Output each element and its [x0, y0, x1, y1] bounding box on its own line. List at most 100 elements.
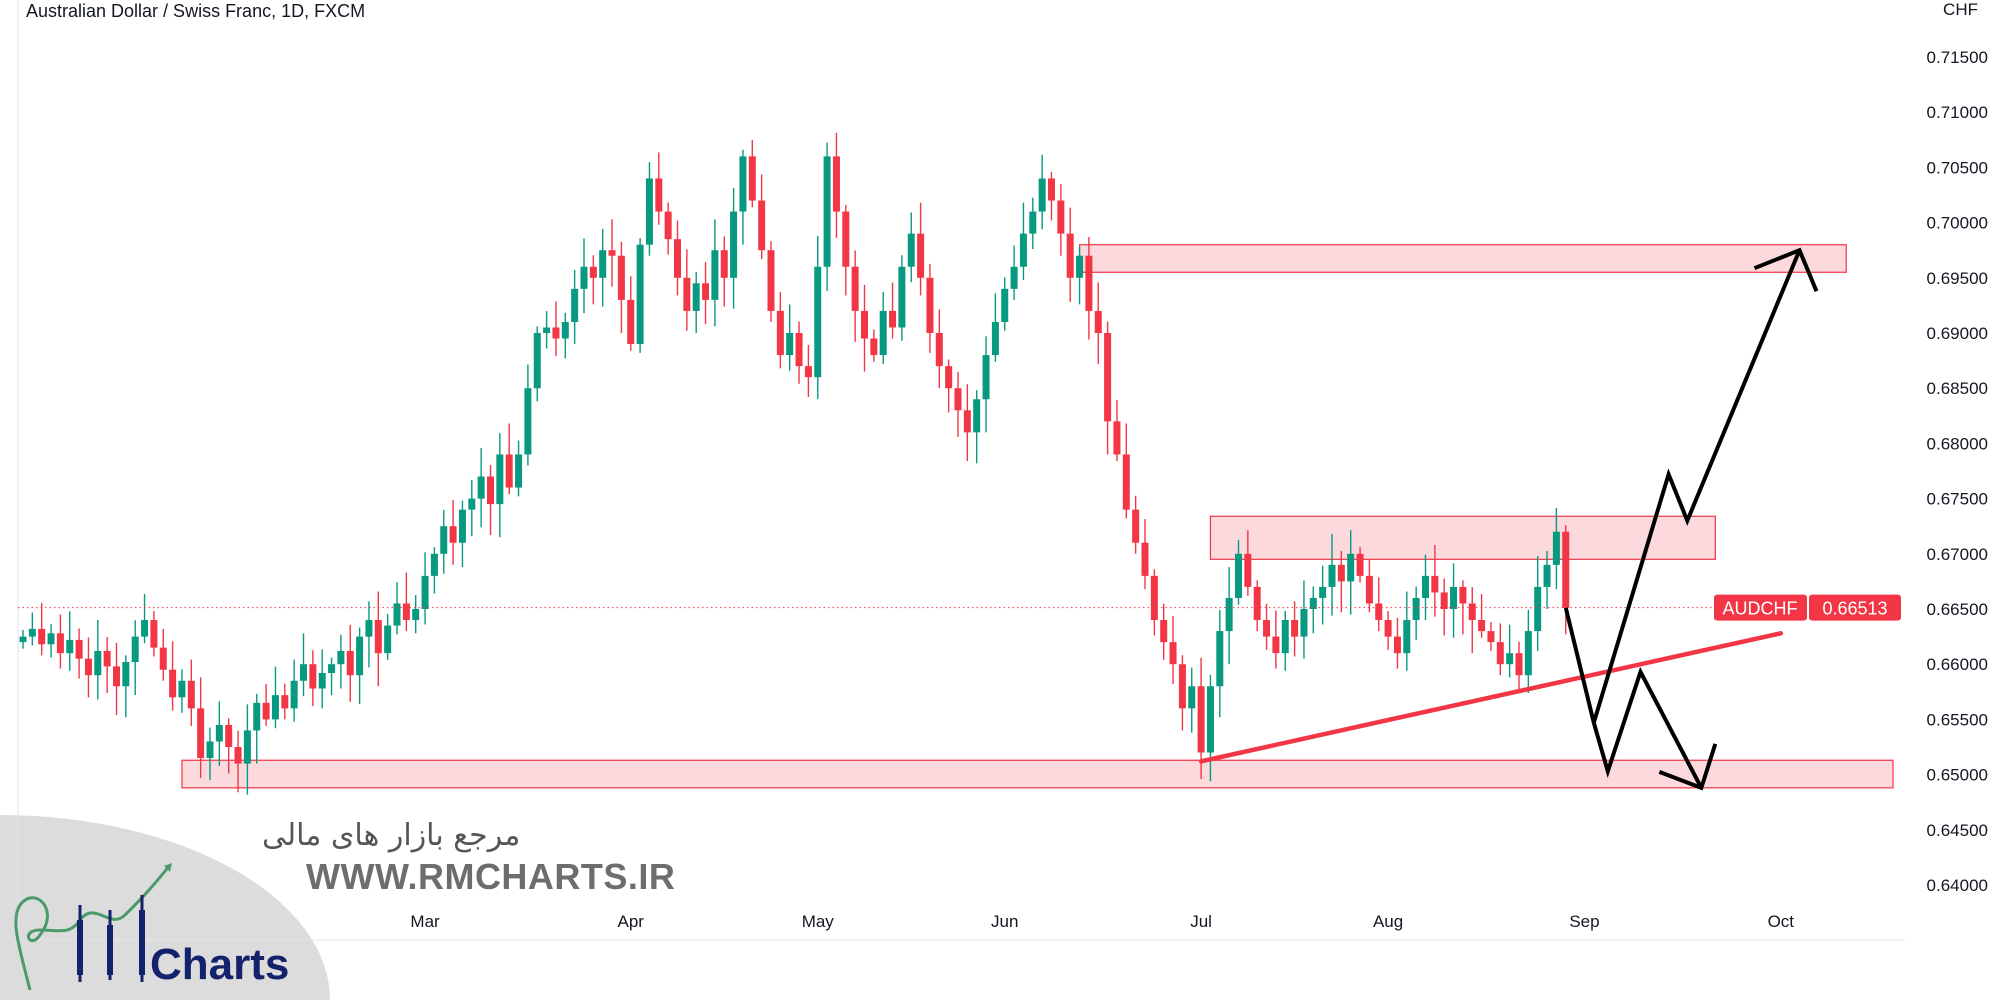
candle [832, 132, 840, 239]
candle [402, 572, 410, 632]
candle-body [1048, 178, 1055, 201]
candle [1076, 246, 1084, 305]
candle [627, 276, 635, 351]
candle-body [1029, 211, 1037, 234]
candle-body [103, 650, 111, 667]
candle [300, 633, 307, 697]
price-tick-label: 0.67000 [1927, 545, 1988, 564]
candle [524, 364, 532, 466]
candle-body [982, 355, 990, 400]
price-tick-label: 0.71000 [1927, 103, 1988, 122]
candle-body [187, 680, 195, 709]
candle-body [1347, 553, 1355, 582]
candle-body [926, 277, 934, 333]
price-tick-label: 0.71500 [1927, 48, 1988, 67]
candle-body [75, 639, 83, 659]
candle-body [1272, 636, 1280, 654]
candle-body [1244, 553, 1252, 587]
candle-body [1403, 620, 1411, 654]
candle [1403, 591, 1411, 671]
price-tick-label: 0.66000 [1927, 655, 1988, 674]
candle-body [346, 650, 354, 676]
candle [739, 149, 747, 245]
candle [393, 582, 401, 635]
candle-body [47, 633, 55, 645]
candle-body [599, 250, 607, 278]
candle-body [552, 327, 560, 339]
candle [1029, 197, 1037, 250]
candle-body [1085, 255, 1093, 311]
candle-body [458, 509, 466, 543]
candle-body [1263, 620, 1271, 637]
candle-body [1113, 421, 1121, 455]
candle [253, 693, 261, 764]
candle-body [711, 250, 719, 300]
candle-body [1132, 509, 1140, 543]
candle [215, 701, 223, 766]
candle [963, 384, 971, 462]
candle-body [945, 366, 953, 389]
candle-body [1478, 620, 1486, 632]
candle [1506, 624, 1514, 678]
candle [1001, 277, 1009, 331]
candle [1328, 533, 1336, 616]
candle [1347, 530, 1355, 615]
candle-body [253, 702, 261, 731]
candle [786, 304, 794, 371]
candle [487, 465, 494, 536]
candle-body [131, 636, 139, 662]
time-tick-label: Apr [618, 912, 645, 931]
candle-body [851, 266, 859, 311]
candle [1141, 519, 1149, 590]
candle [440, 509, 448, 574]
candle [458, 500, 466, 568]
candle-body [1281, 620, 1289, 654]
candle-body [674, 239, 681, 278]
candle-body [449, 526, 457, 543]
candle [823, 142, 831, 292]
candle-body [94, 650, 102, 676]
candle [103, 637, 111, 693]
candle [374, 591, 382, 687]
candle [571, 270, 579, 345]
candle [113, 642, 120, 715]
last-price-label: 0.66513 [1822, 599, 1887, 619]
candle-body [1057, 200, 1065, 234]
candle-body [655, 178, 663, 212]
price-tick-label: 0.70500 [1927, 158, 1988, 177]
candle-body [1104, 333, 1112, 422]
candle [907, 212, 915, 283]
candle-body [627, 299, 635, 345]
candle-body [1150, 575, 1158, 621]
candle [150, 610, 158, 657]
candle [290, 659, 298, 722]
candle-body [374, 620, 382, 654]
candle [262, 684, 270, 727]
candle-body [421, 575, 429, 609]
candle [636, 238, 644, 353]
candle-body [515, 454, 523, 488]
last-price-badge: AUDCHF 0.66513 [1714, 594, 1901, 621]
candle-body [1141, 542, 1149, 576]
candle-body [720, 250, 728, 278]
candle [505, 423, 513, 495]
bearish-projection-path [1563, 607, 1704, 789]
price-tick-label: 0.68000 [1927, 434, 1988, 453]
watermark-persian-text: مرجع بازار های مالی [262, 818, 521, 853]
candle-body [776, 310, 784, 356]
candle-body [356, 636, 364, 676]
candle-body [1534, 586, 1542, 632]
price-badge [1809, 594, 1901, 621]
candle-body [1384, 620, 1392, 637]
candle-body [861, 310, 868, 339]
candle [758, 174, 766, 260]
candle [1150, 569, 1158, 636]
candle [898, 255, 906, 341]
candle [449, 500, 457, 565]
candle-body [786, 333, 794, 356]
candle-body [645, 178, 653, 245]
candle [412, 595, 420, 634]
candle [1384, 610, 1392, 650]
candle-body [1309, 597, 1317, 609]
